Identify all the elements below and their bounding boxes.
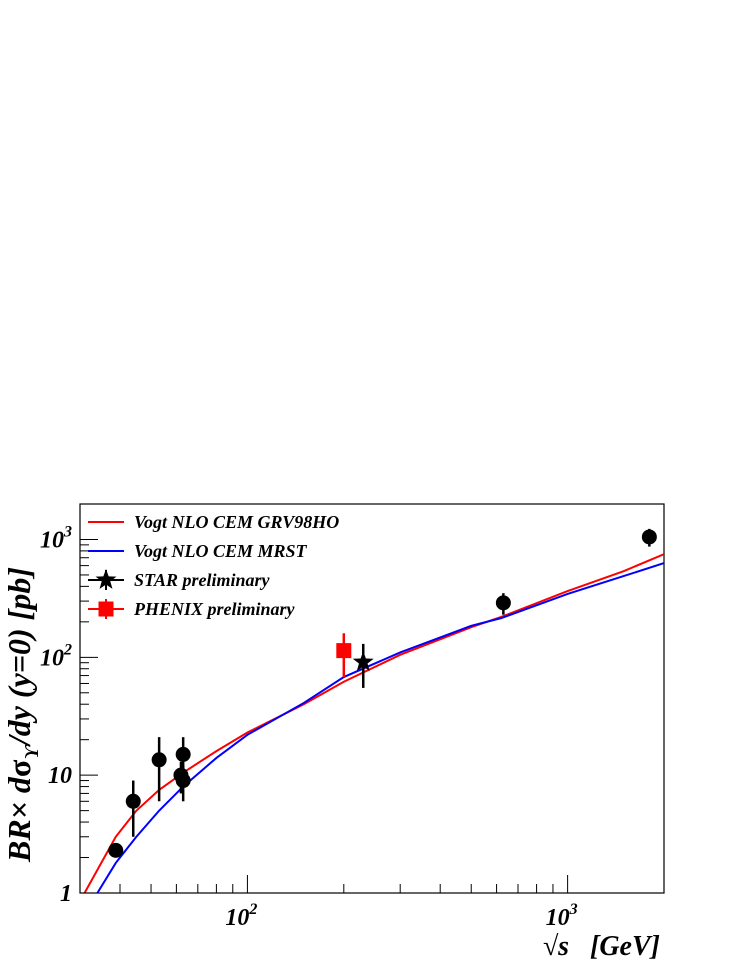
- y-tick-label-base: 10: [40, 645, 64, 671]
- y-tick-label: 102: [40, 641, 72, 671]
- data-point-circle: [495, 595, 511, 611]
- x-tick-label-base: 10: [225, 905, 249, 931]
- y-tick-label: 1: [60, 881, 72, 907]
- data-point-circle: [641, 529, 657, 545]
- y-axis-label-post: /dy (y=0) [pb]: [1, 567, 37, 747]
- y-tick-label-exp: 2: [63, 641, 72, 658]
- y-axis-label-pre: BR× d: [1, 776, 37, 863]
- y-tick-label: 103: [40, 523, 72, 553]
- legend-swatch-marker: [95, 569, 117, 589]
- legend: Vogt NLO CEM GRV98HO Vogt NLO CEM MRST STA…: [88, 512, 339, 619]
- plot-frame: [79, 503, 665, 894]
- x-tick-label: 103: [546, 901, 578, 931]
- data-point-circle: [125, 793, 141, 809]
- data-point-star: [352, 651, 374, 672]
- legend-label: PHENIX preliminary: [133, 599, 296, 619]
- y-tick-label-base: 10: [40, 527, 64, 553]
- x-axis-label-unit: [GeV]: [590, 931, 660, 962]
- legend-label: Vogt NLO CEM GRV98HO: [134, 512, 339, 532]
- y-axis-label-sigma: σ: [1, 759, 37, 777]
- x-tick-label-exp: 3: [569, 901, 578, 918]
- series-line-0: [83, 553, 664, 893]
- legend-swatch-marker: [98, 601, 114, 617]
- series-line-1: [96, 562, 664, 893]
- y-tick-label: 10: [48, 763, 72, 789]
- data-point-square: [336, 643, 352, 659]
- y-axis-label: BR× dσϒ/dy (y=0) [pb]: [1, 567, 43, 863]
- data-point-circle: [175, 773, 191, 789]
- data-point-circle: [175, 746, 191, 762]
- data-point-circle: [151, 752, 167, 768]
- x-tick-label-exp: 2: [248, 901, 257, 918]
- legend-label: Vogt NLO CEM MRST: [134, 541, 308, 561]
- x-axis-label-root: √s: [543, 931, 569, 962]
- x-tick-label: 102: [225, 901, 257, 931]
- data-point-circle: [108, 842, 124, 858]
- x-tick-label-base: 10: [546, 905, 570, 931]
- y-tick-label-exp: 3: [63, 523, 72, 540]
- legend-label: STAR preliminary: [134, 570, 271, 590]
- y-axis-label-sub: ϒ: [21, 744, 43, 760]
- points-layer: [108, 528, 657, 858]
- x-axis-label: √s [GeV]: [543, 931, 660, 962]
- curves-layer: [83, 553, 664, 893]
